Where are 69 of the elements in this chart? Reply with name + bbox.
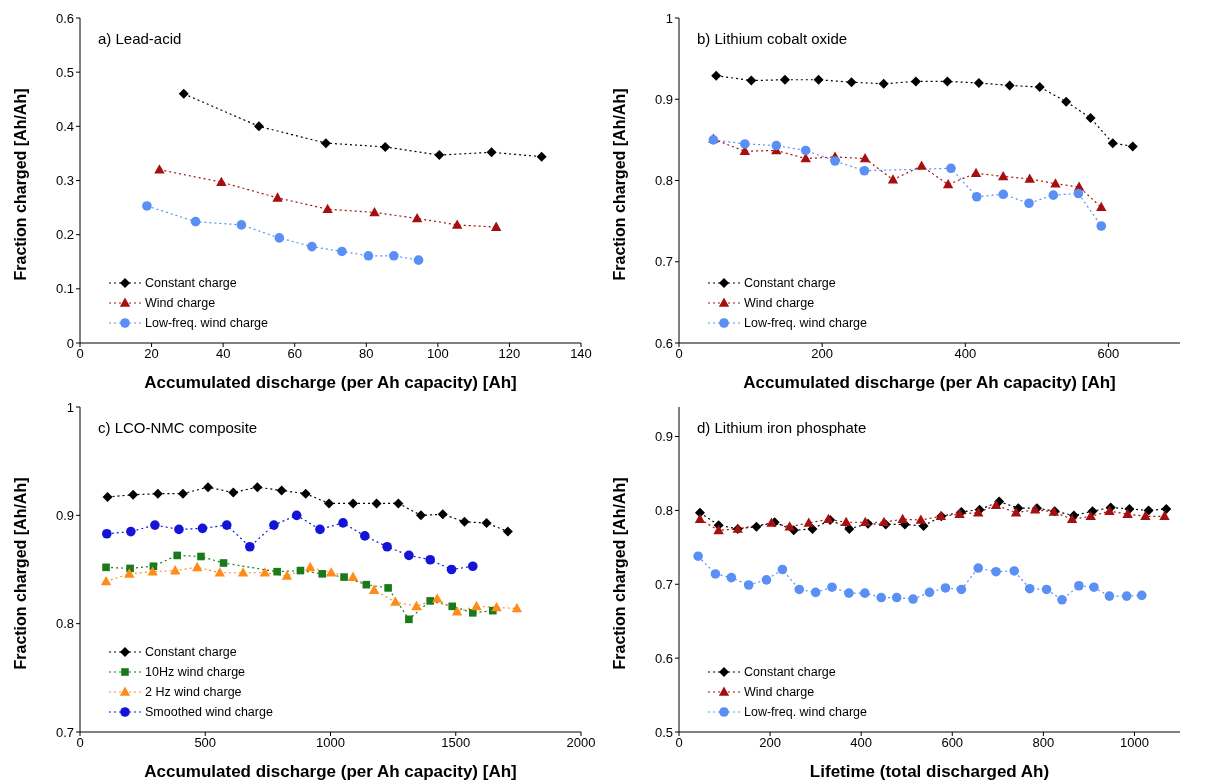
x-tick-label: 1000: [316, 735, 345, 751]
x-tick-label: 0: [675, 735, 683, 751]
y-tick-label: 0.6: [654, 650, 673, 666]
x-tick-label: 200: [811, 346, 833, 362]
legend-label: Wind charge: [145, 295, 216, 312]
y-tick-label: 0.7: [55, 724, 74, 740]
y-tick-label: 0.4: [55, 118, 74, 134]
x-axis-title: Lifetime (total discharged Ah): [809, 762, 1050, 781]
x-tick-label: 0: [675, 346, 683, 362]
text: c) LCO-NMC composite: [98, 419, 258, 436]
y-axis-title: Fraction charged [Ah/Ah]: [610, 477, 628, 670]
x-tick-label: 2000: [566, 735, 596, 751]
x-tick-label: 600: [1097, 346, 1120, 362]
text: b) Lithium cobalt oxide: [697, 30, 848, 47]
x-tick-label: 200: [759, 735, 781, 751]
y-tick-label: 0.1: [55, 281, 74, 297]
legend-label: Smoothed wind charge: [145, 704, 273, 721]
text: a) Lead-acid: [98, 30, 182, 47]
y-tick-label: 0.9: [55, 507, 74, 523]
x-tick-label: 1000: [1119, 735, 1149, 751]
x-tick-label: 600: [941, 735, 964, 751]
legend-label: 10Hz wind charge: [145, 664, 246, 681]
y-tick-label: 0.5: [55, 64, 74, 80]
x-tick-label: 100: [427, 346, 449, 362]
y-tick-label: 0.2: [55, 227, 74, 243]
x-tick-label: 60: [287, 346, 302, 362]
y-tick-label: 0.8: [654, 503, 673, 519]
legend-label: Low-freq. wind charge: [744, 315, 867, 332]
y-axis-title: Fraction charged [Ah/Ah]: [11, 477, 29, 670]
legend-label: Constant charge: [145, 275, 237, 292]
x-tick-label: 80: [359, 346, 374, 362]
x-tick-label: 400: [954, 346, 977, 362]
legend-label: 2 Hz wind charge: [145, 684, 242, 701]
y-tick-label: 0.7: [654, 576, 673, 592]
x-tick-label: 0: [76, 735, 84, 751]
y-tick-label: 0: [66, 335, 74, 351]
x-tick-label: 120: [498, 346, 521, 362]
y-tick-label: 0.9: [654, 91, 673, 107]
y-tick-label: 0.5: [654, 724, 673, 740]
legend-label: Wind charge: [744, 684, 815, 701]
x-tick-label: 20: [144, 346, 159, 362]
y-tick-label: 0.9: [654, 429, 673, 445]
x-tick-label: 800: [1032, 735, 1055, 751]
x-tick-label: 1500: [441, 735, 471, 751]
y-tick-label: 0.8: [654, 173, 673, 189]
legend-label: Low-freq. wind charge: [744, 704, 867, 721]
legend-label: Constant charge: [744, 275, 836, 292]
legend-label: Constant charge: [744, 664, 836, 681]
y-tick-label: 0.6: [654, 335, 673, 351]
y-tick-label: 1: [66, 399, 74, 415]
x-axis-title: Accumulated discharge (per Ah capacity) [Ah]: [144, 373, 517, 392]
y-tick-label: 1: [665, 10, 673, 26]
y-tick-label: 0.7: [654, 254, 673, 270]
legend-label: Wind charge: [744, 295, 815, 312]
x-axis-title: Accumulated discharge (per Ah capacity) [Ah]: [144, 762, 517, 781]
y-tick-label: 0.3: [55, 173, 74, 189]
x-tick-label: 500: [194, 735, 217, 751]
x-tick-label: 40: [215, 346, 231, 362]
y-tick-label: 0.6: [55, 10, 74, 26]
x-tick-label: 0: [76, 346, 84, 362]
text: d) Lithium iron phosphate: [697, 419, 867, 436]
x-tick-label: 140: [570, 346, 592, 362]
x-tick-label: 400: [850, 735, 873, 751]
y-axis-title: Fraction charged [Ah/Ah]: [610, 88, 628, 281]
legend-label: Constant charge: [145, 644, 237, 661]
y-axis-title: Fraction charged [Ah/Ah]: [11, 88, 29, 281]
legend-label: Low-freq. wind charge: [145, 315, 268, 332]
y-tick-label: 0.8: [55, 616, 74, 632]
x-axis-title: Accumulated discharge (per Ah capacity) [Ah]: [743, 373, 1116, 392]
